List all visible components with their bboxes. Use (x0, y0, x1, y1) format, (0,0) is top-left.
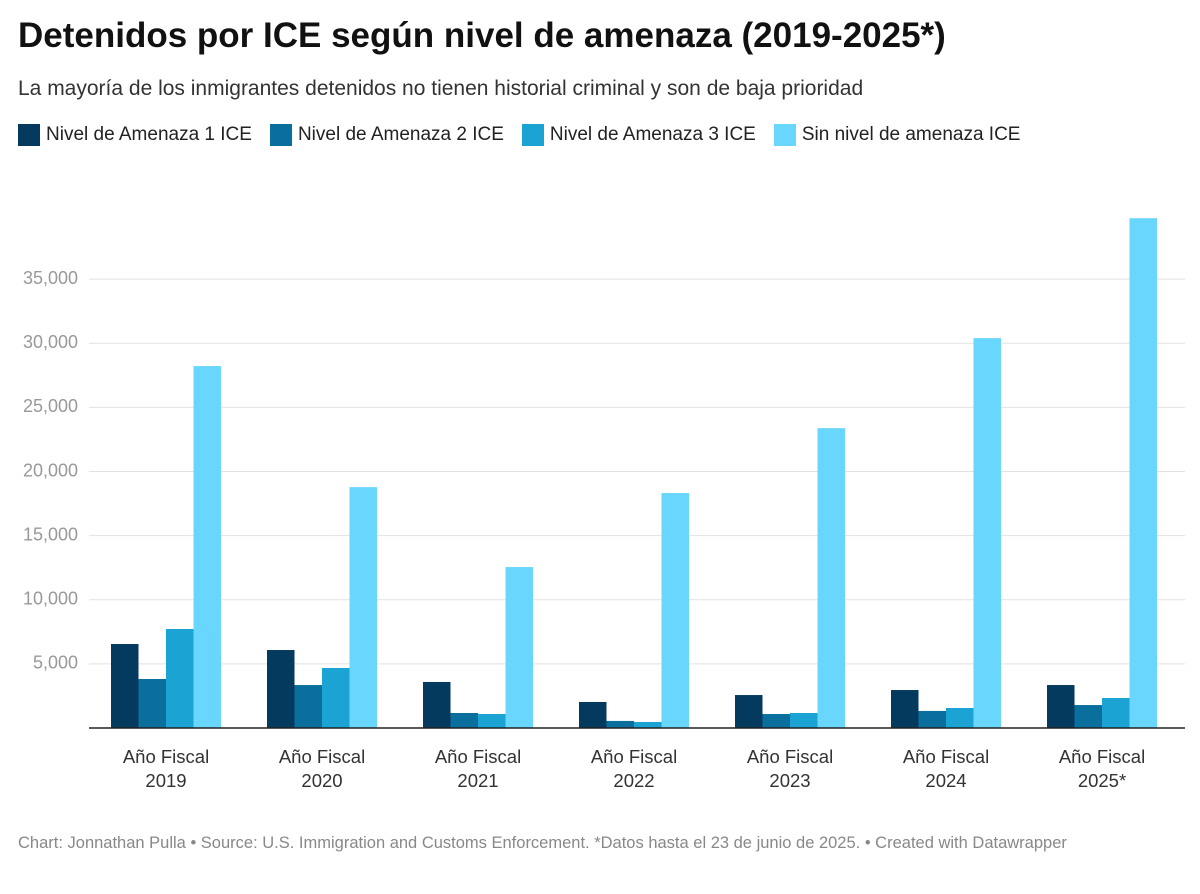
y-tick-label: 25,000 (23, 396, 78, 416)
y-tick-label: 10,000 (23, 589, 78, 609)
bar (1102, 697, 1130, 728)
bar (735, 695, 763, 728)
bar (579, 701, 607, 728)
y-tick-label: 35,000 (23, 268, 78, 288)
bar (661, 493, 689, 728)
bar (973, 338, 1001, 728)
legend-label: Nivel de Amenaza 2 ICE (297, 124, 504, 145)
bar (138, 679, 166, 728)
bar (634, 721, 662, 728)
x-tick-label: Año Fiscal 2022 (590, 746, 678, 791)
bar (349, 487, 377, 728)
bar (478, 714, 506, 728)
x-tick-label: Año Fiscal 2020 (278, 746, 366, 791)
bar (891, 690, 919, 728)
bar (1074, 705, 1102, 728)
bar (1047, 685, 1075, 728)
y-tick-label: 15,000 (23, 524, 78, 544)
bar (606, 720, 634, 728)
x-tick-label: Año Fiscal 2021 (434, 746, 522, 791)
chart-title: Detenidos por ICE según nivel de amenaza… (18, 16, 946, 55)
bar (423, 681, 451, 728)
legend-label: Nivel de Amenaza 1 ICE (46, 124, 252, 145)
x-tick-label: Año Fiscal 2019 (122, 746, 210, 791)
legend-swatch (521, 124, 544, 146)
chart-subtitle: La mayoría de los inmigrantes detenidos … (18, 77, 864, 100)
bar (193, 366, 221, 728)
legend-label: Nivel de Amenaza 3 ICE (549, 124, 756, 145)
bar (294, 685, 322, 728)
bar (322, 667, 350, 728)
y-tick-label: 20,000 (23, 460, 78, 480)
legend-swatch (18, 124, 40, 146)
bar (817, 428, 845, 728)
legend-swatch (269, 124, 292, 146)
legend-item: Nivel de Amenaza 2 ICE (269, 124, 504, 146)
legend-item: Nivel de Amenaza 3 ICE (521, 124, 756, 146)
bar (111, 643, 139, 728)
bar (918, 710, 946, 728)
x-tick-label: Año Fiscal 2023 (746, 746, 834, 791)
legend-swatch (773, 124, 796, 146)
y-tick-label: 30,000 (23, 332, 78, 352)
bar (267, 650, 295, 728)
y-tick-label: 5,000 (33, 653, 78, 673)
bar (450, 712, 478, 728)
bar (166, 628, 194, 728)
legend-item: Nivel de Amenaza 1 ICE (18, 124, 252, 146)
bar (1129, 218, 1157, 729)
x-tick-label: Año Fiscal 2024 (902, 746, 990, 791)
legend-item: Sin nivel de amenaza ICE (773, 124, 1021, 146)
legend-label: Sin nivel de amenaza ICE (801, 124, 1021, 145)
legend: Nivel de Amenaza 1 ICE Nivel de Amenaza 2… (18, 124, 1020, 146)
bar (762, 714, 790, 728)
bar (946, 707, 974, 728)
x-tick-label: Año Fiscal 2025* (1058, 746, 1146, 791)
bar (790, 712, 818, 728)
footer: Chart: Jonnathan Pulla • Source: U.S. Im… (18, 834, 1067, 852)
bar (505, 567, 533, 728)
